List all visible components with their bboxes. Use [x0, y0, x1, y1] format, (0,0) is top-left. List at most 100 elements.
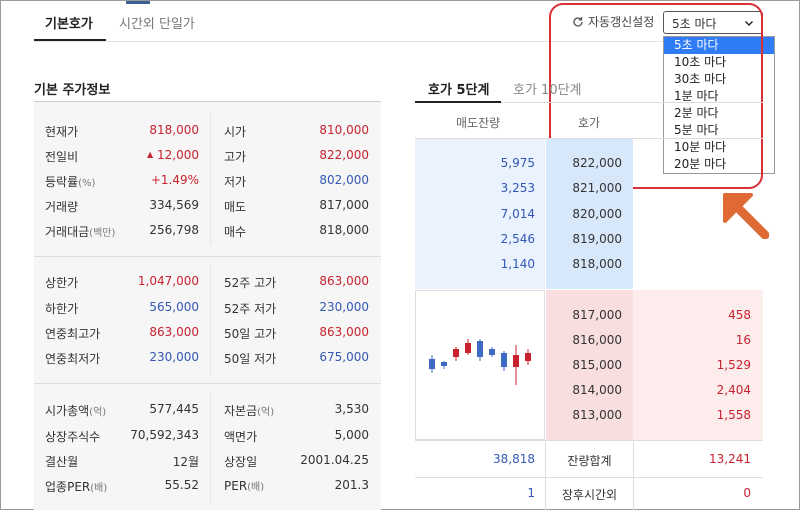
unit-percent: (%) — [78, 178, 96, 189]
label-trade-value-text: 거래대금 — [45, 225, 90, 239]
ask-price: 820,000 — [572, 207, 622, 221]
header-ask-qty: 매도잔량 — [456, 116, 501, 130]
ask-qty-area — [415, 139, 545, 289]
value-trade-value: 256,798 — [149, 223, 199, 237]
after-hours-ask-qty: 1 — [527, 486, 535, 500]
unit-times: (배) — [247, 482, 265, 493]
label-low: 저가 — [224, 175, 247, 189]
tab-after-hours[interactable]: 시간외 단일가 — [119, 17, 195, 32]
bid-qty: 1,529 — [716, 358, 751, 372]
value-current-price: 818,000 — [149, 123, 199, 137]
label-lower-limit: 하한가 — [45, 302, 79, 316]
bid-qty: 458 — [728, 308, 751, 322]
bid-price: 816,000 — [572, 333, 622, 347]
value-capital: 3,530 — [334, 402, 369, 416]
label-trade-value: 거래대금(백만) — [45, 223, 115, 240]
label-sector-per-text: 업종PER — [45, 480, 91, 494]
bid-price-area — [546, 290, 633, 440]
unit-eok: (억) — [257, 407, 275, 418]
value-listing-date: 2001.04.25 — [300, 453, 369, 467]
refresh-interval-select[interactable]: 5초 마다 — [663, 11, 763, 34]
candle-red — [513, 345, 519, 385]
tab-basic-quote[interactable]: 기본호가 — [45, 17, 93, 32]
highlight-annotation — [549, 3, 763, 189]
refresh-icon — [573, 16, 583, 27]
value-bid: 818,000 — [319, 223, 369, 237]
top-accent-bar — [126, 1, 150, 4]
ask-price: 819,000 — [572, 232, 622, 246]
ask-qty: 3,253 — [500, 181, 535, 195]
label-change-rate-text: 등락률 — [45, 175, 79, 189]
value-market-cap: 577,445 — [149, 402, 199, 416]
dropdown-option[interactable]: 10분 마다 — [674, 140, 727, 154]
unit-million: (백만) — [89, 228, 116, 239]
candle-blue — [477, 339, 483, 361]
column-divider — [545, 440, 546, 510]
bid-price: 813,000 — [572, 408, 622, 422]
value-listed-shares: 70,592,343 — [130, 428, 199, 442]
change-amount: 12,000 — [157, 148, 199, 162]
label-52w-high: 52주 고가 — [224, 276, 277, 290]
bid-qty: 1,558 — [716, 408, 751, 422]
auto-refresh-label: 자동갱신설정 — [588, 15, 655, 29]
dropdown-option[interactable]: 2분 마다 — [674, 106, 719, 120]
value-change: ▲ 12,000 — [121, 148, 199, 162]
pointer-arrow-icon — [723, 193, 769, 239]
label-change: 전일비 — [45, 150, 79, 164]
label-year-high: 연중최고가 — [45, 327, 101, 341]
group-divider — [34, 383, 381, 384]
value-sector-per: 55.52 — [164, 478, 199, 492]
dropdown-option[interactable]: 5분 마다 — [674, 123, 719, 137]
label-per-text: PER — [224, 479, 248, 493]
label-listed-shares: 상장주식수 — [45, 430, 101, 444]
bid-qty: 2,404 — [716, 383, 751, 397]
header-price: 호가 — [578, 116, 601, 130]
ask-price-area — [546, 139, 633, 289]
value-ask: 817,000 — [319, 198, 369, 212]
dropdown-option[interactable]: 10초 마다 — [674, 55, 727, 69]
stock-info-title: 기본 주가정보 — [34, 83, 111, 98]
candle-red — [525, 349, 531, 365]
label-50d-high: 50일 고가 — [224, 327, 277, 341]
value-upper-limit: 1,047,000 — [137, 274, 199, 288]
value-fiscal-month: 12월 — [172, 455, 199, 469]
bid-qty: 16 — [735, 333, 751, 347]
dropdown-option[interactable]: 20분 마다 — [674, 157, 727, 171]
value-change-rate: +1.49% — [150, 173, 199, 187]
after-hours-bid-qty: 0 — [743, 486, 751, 500]
value-52w-low: 230,000 — [319, 300, 369, 314]
label-current-price: 현재가 — [45, 125, 79, 139]
dropdown-option[interactable]: 1분 마다 — [674, 89, 719, 103]
label-open: 시가 — [224, 125, 247, 139]
column-divider — [633, 440, 634, 510]
value-50d-low: 675,000 — [319, 350, 369, 364]
label-fiscal-month: 결산월 — [45, 455, 79, 469]
bid-price: 817,000 — [572, 308, 622, 322]
orderbook-tab-divider — [415, 102, 763, 103]
value-par-value: 5,000 — [334, 428, 369, 442]
after-hours-label: 장후시간외 — [561, 488, 618, 502]
dropdown-option[interactable]: 30초 마다 — [674, 72, 727, 86]
label-par-value: 액면가 — [224, 430, 258, 444]
candle-chart-svg — [429, 339, 531, 385]
stock-info-panel — [34, 102, 381, 510]
candle-red — [453, 347, 459, 361]
value-lower-limit: 565,000 — [149, 300, 199, 314]
dropdown-option[interactable]: 5초 마다 — [664, 37, 774, 54]
ask-price: 818,000 — [572, 257, 622, 271]
mini-candle-chart — [415, 290, 545, 440]
ask-qty: 5,975 — [500, 156, 535, 170]
unit-times: (배) — [90, 483, 108, 494]
tab-orderbook-10[interactable]: 호가 10단계 — [513, 83, 582, 98]
tab-orderbook-5[interactable]: 호가 5단계 — [428, 83, 490, 98]
label-listing-date: 상장일 — [224, 455, 258, 469]
ask-qty: 7,014 — [500, 207, 535, 221]
total-label: 잔량합계 — [567, 454, 612, 468]
value-open: 810,000 — [319, 123, 369, 137]
auto-refresh-setting[interactable]: 자동갱신설정 — [572, 13, 654, 30]
totals-divider — [415, 440, 763, 441]
label-capital: 자본금(억) — [224, 402, 274, 419]
column-divider — [210, 113, 211, 245]
value-52w-high: 863,000 — [319, 274, 369, 288]
chevron-down-icon — [745, 21, 753, 26]
